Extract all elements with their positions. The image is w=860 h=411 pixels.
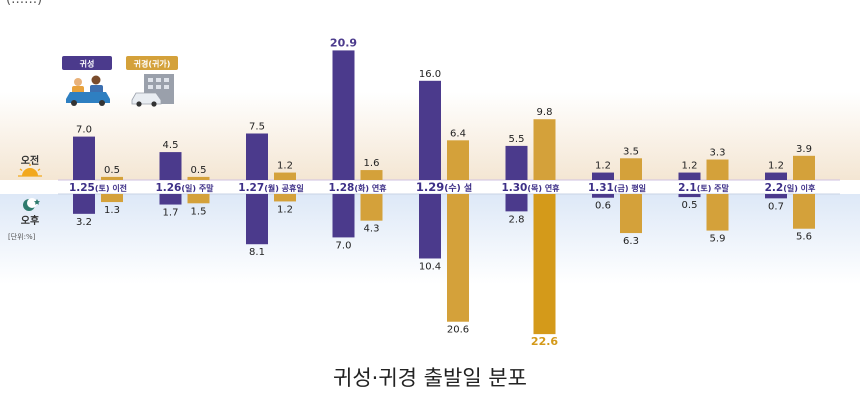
moon-star-icon [23,198,40,211]
bars-layer: 7.0 0.5 3.2 1.3 4.5 0.5 1.7 1.5 7.5 1.2 8.1 1.2 20.9… [73,36,815,348]
bar-am-homecoming [765,172,787,180]
bar-am-homecoming [246,133,268,180]
value-label-am-homecoming: 16.0 [419,69,441,80]
bar-am-return [620,158,642,180]
value-label-pm-homecoming: 2.8 [509,214,525,225]
category-label: 2.1(토) 주말 [678,182,729,194]
category-label: 1.31(금) 평일 [588,182,646,194]
bar-am-homecoming [678,172,701,180]
legend-label-return: 귀경(귀가) [134,59,171,69]
unit-label: [단위:%] [8,232,36,241]
bar-pm-return [533,194,556,335]
legend-swatch-return [126,56,178,70]
bar-am-return [187,176,210,180]
bar-am-homecoming [73,136,95,180]
category-label: 1.25(토) 이전 [69,182,127,194]
bar-pm-homecoming [73,194,95,214]
value-label-am-return: 3.3 [710,148,726,159]
bar-pm-homecoming [505,194,528,212]
value-label-pm-return: 22.6 [531,335,558,348]
bar-pm-return [274,194,296,202]
value-label-am-return: 3.5 [623,146,639,157]
value-label-pm-return: 1.3 [104,205,120,216]
value-label-am-homecoming: 1.2 [595,161,611,172]
bar-pm-homecoming [678,194,701,198]
chart-caption: 귀성·귀경 출발일 분포 [333,366,527,390]
legend-swatch-homecoming [62,56,112,70]
value-label-pm-return: 5.9 [710,234,726,245]
value-label-am-return: 0.5 [191,165,207,176]
value-label-am-return: 1.6 [364,158,380,169]
bar-pm-homecoming [592,194,614,198]
value-label-am-return: 1.2 [277,161,293,172]
bar-pm-homecoming [419,194,441,259]
bar-pm-return [101,194,123,203]
value-label-am-homecoming: 4.5 [163,140,179,151]
category-label: 2.2(일) 이후 [765,182,816,194]
bar-am-return [274,172,296,180]
value-label-pm-return: 1.5 [191,206,207,217]
value-label-am-return: 0.5 [104,165,120,176]
partial-top-text: (……) [6,0,42,7]
value-label-pm-return: 1.2 [277,204,293,215]
value-label-pm-homecoming: 0.6 [595,201,611,212]
value-label-pm-homecoming: 1.7 [163,208,179,219]
pm-label: 오후 [21,214,39,227]
bar-pm-return [706,194,729,231]
bar-pm-homecoming [332,194,355,238]
category-label: 1.26(일) 주말 [155,182,214,194]
bar-am-return [533,119,556,180]
category-label: 1.28(화) 연휴 [328,182,387,194]
value-label-am-return: 6.4 [450,128,466,139]
value-label-am-homecoming: 1.2 [682,161,698,172]
bar-am-homecoming [505,145,528,180]
bar-am-homecoming [159,152,182,180]
distribution-chart: 귀성 귀경(귀가) 오전 [0,36,860,348]
value-label-pm-return: 4.3 [364,224,380,235]
value-label-pm-homecoming: 0.5 [682,200,698,211]
am-label: 오전 [21,154,39,167]
value-label-pm-homecoming: 3.2 [76,217,92,228]
bar-am-homecoming [419,80,441,180]
bar-pm-return [360,194,383,221]
bar-am-return [706,159,729,180]
bar-pm-homecoming [159,194,182,205]
value-label-am-homecoming: 1.2 [768,161,784,172]
value-label-pm-homecoming: 7.0 [336,240,352,251]
bar-pm-return [620,194,642,234]
value-label-am-return: 3.9 [796,144,812,155]
category-label: 1.30(목) 연휴 [501,182,560,194]
bar-am-return [360,170,383,180]
category-labels-layer: 1.25(토) 이전 1.26(일) 주말 1.27(월) 공휴일 1.28(화) 연… [69,180,816,194]
bar-pm-return [793,194,815,229]
bar-pm-return [187,194,210,204]
value-label-pm-homecoming: 0.7 [768,201,784,212]
value-label-pm-return: 6.3 [623,236,639,247]
value-label-am-homecoming: 5.5 [509,134,525,145]
value-label-pm-homecoming: 10.4 [419,261,441,272]
bar-am-return [793,155,815,180]
value-label-pm-return: 5.6 [796,232,812,243]
bar-pm-homecoming [246,194,268,245]
family-car-icon [66,75,110,106]
value-label-pm-homecoming: 8.1 [249,247,265,258]
value-label-am-homecoming: 20.9 [330,36,357,49]
legend-label-homecoming: 귀성 [80,59,95,69]
bar-pm-return [447,194,469,322]
value-label-am-homecoming: 7.5 [249,122,265,133]
bar-pm-homecoming [765,194,787,199]
value-label-am-homecoming: 7.0 [76,125,92,136]
category-label: 1.29(수) 설 [416,180,472,194]
car-building-icon [131,74,174,107]
sun-icon [18,164,42,177]
value-label-pm-return: 20.6 [447,325,469,336]
bar-am-return [101,176,123,180]
bar-am-homecoming [332,50,355,180]
legend: 귀성 귀경(귀가) [62,56,178,107]
bar-am-return [447,140,469,180]
bar-am-homecoming [592,172,614,180]
category-label: 1.27(월) 공휴일 [238,182,303,194]
value-label-am-return: 9.8 [537,107,553,118]
